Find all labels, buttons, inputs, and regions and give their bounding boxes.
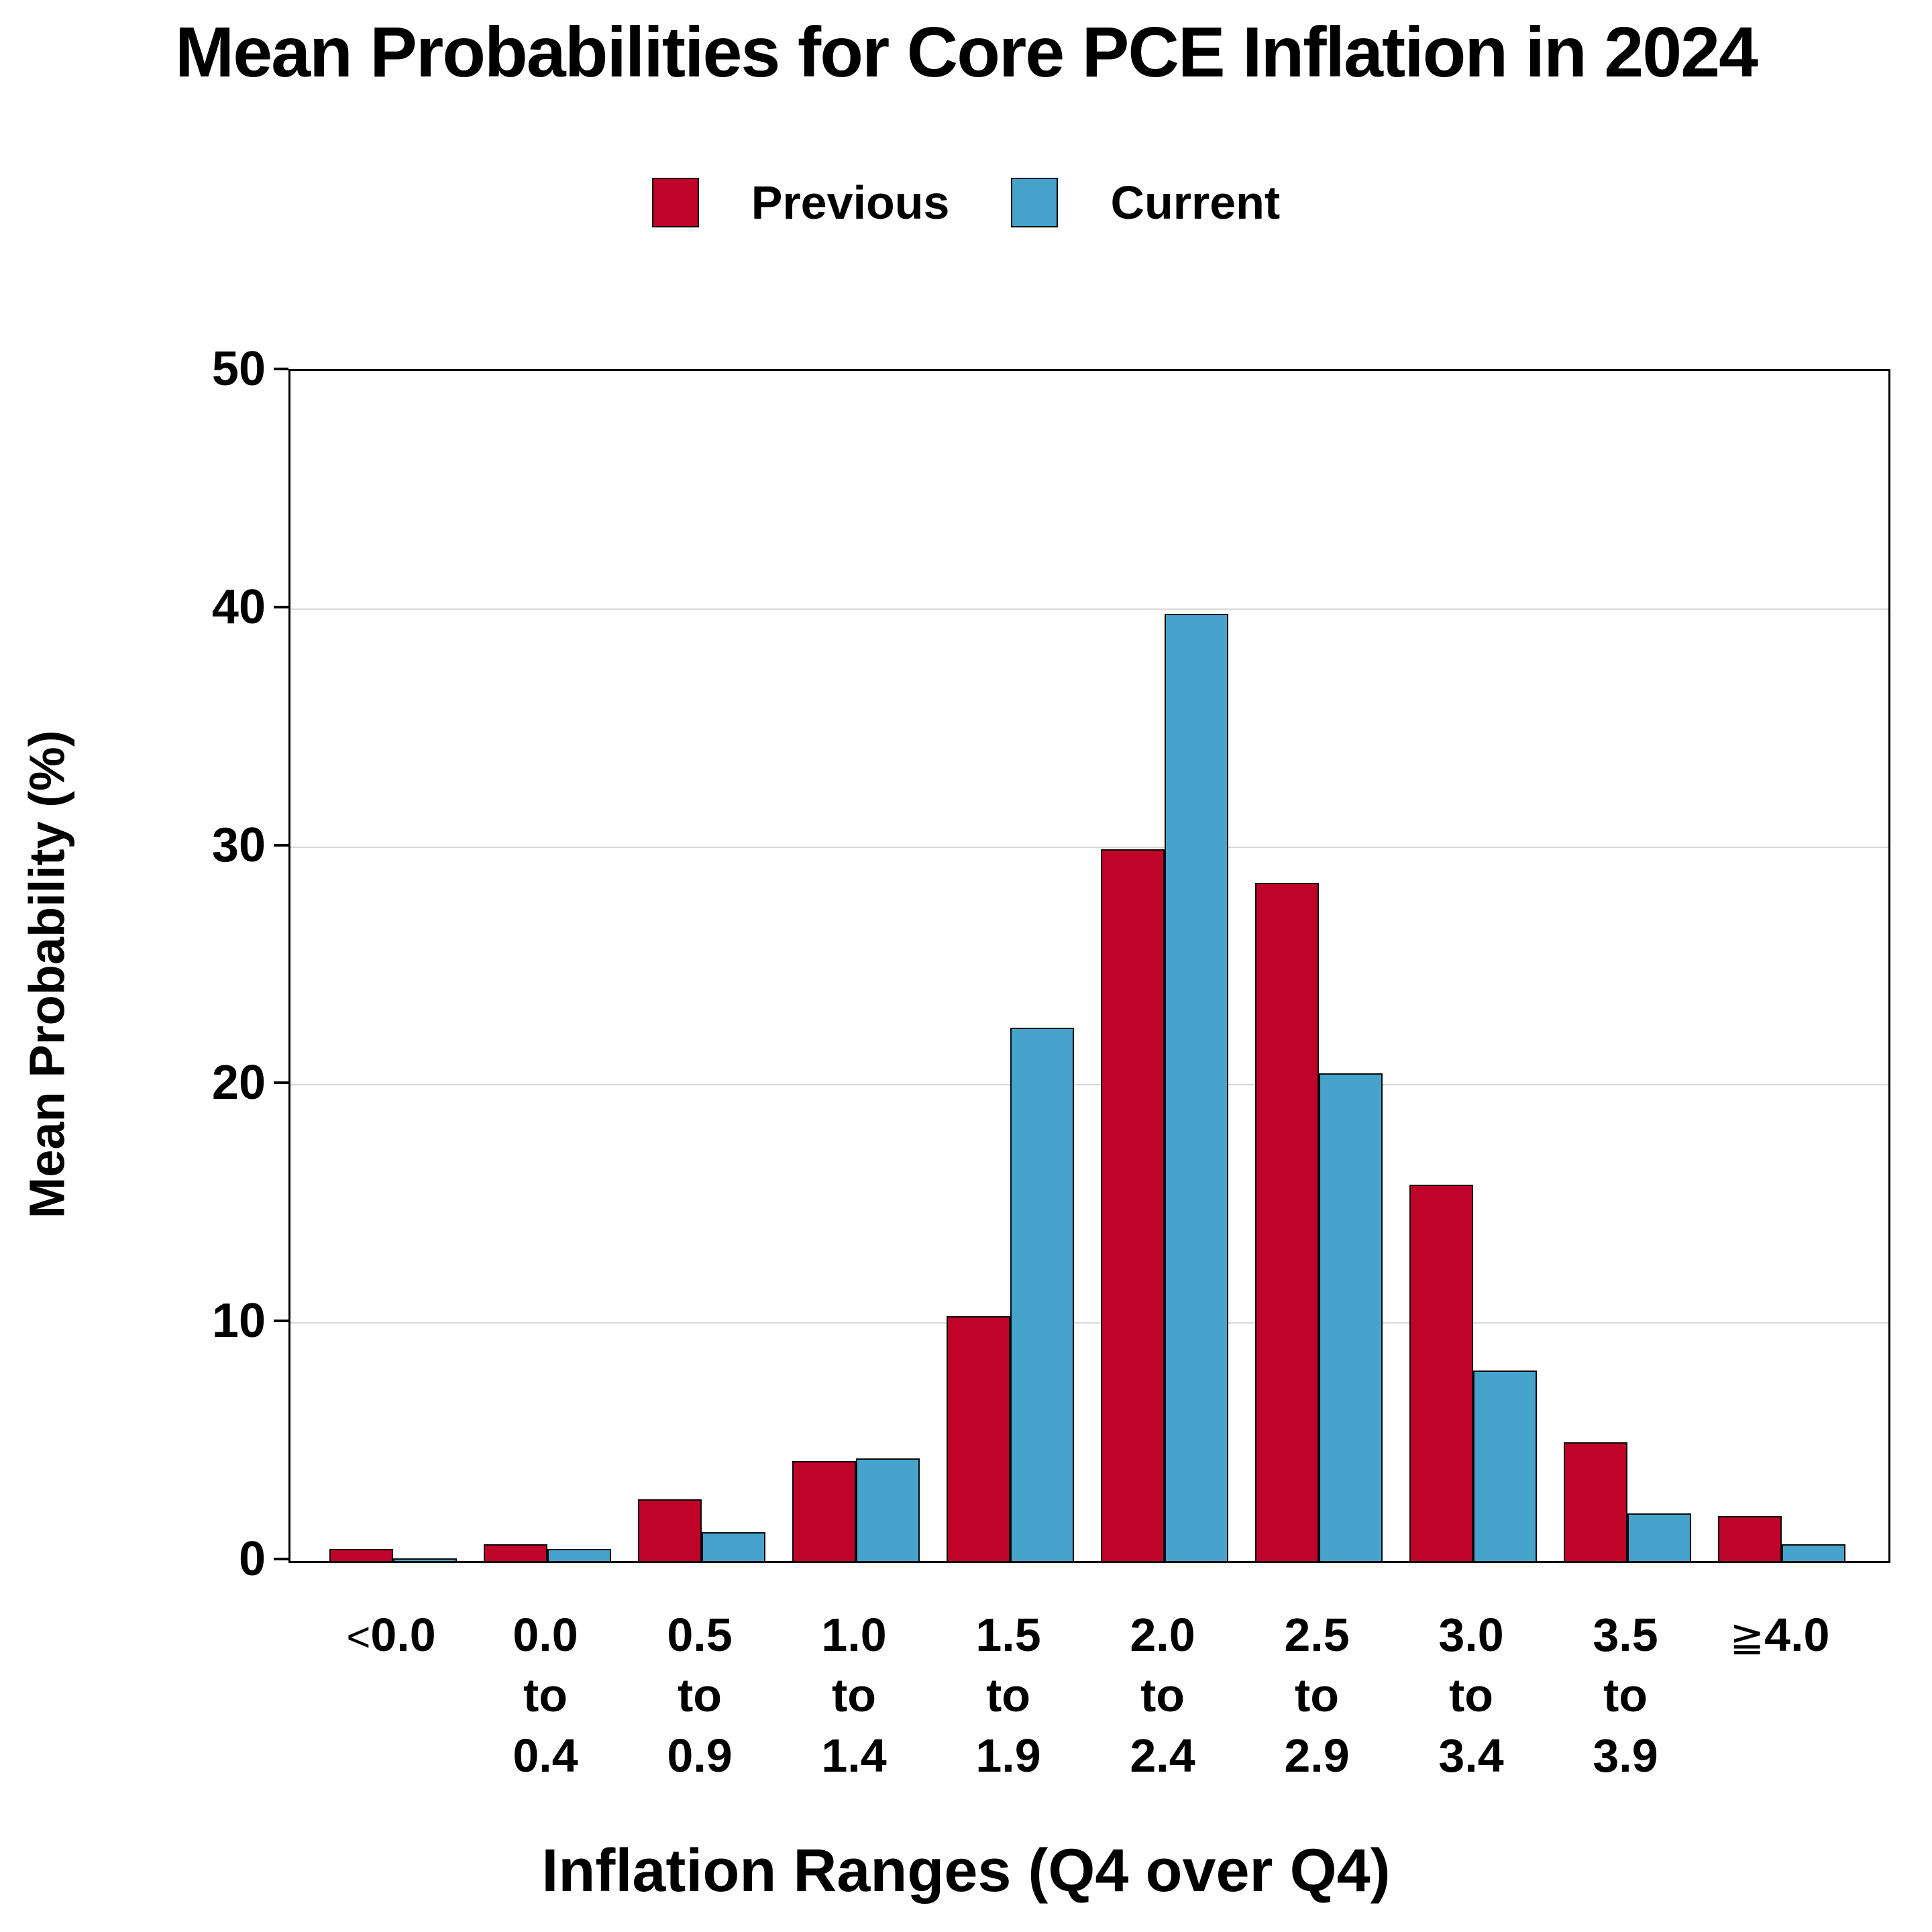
x-label-line: 3.0 [1438, 1609, 1504, 1661]
bar-group-1 [484, 371, 611, 1561]
gridline-30 [290, 846, 1888, 848]
x-label-line: to [1294, 1669, 1340, 1721]
bar-group-3 [792, 371, 920, 1561]
legend-swatch-current [1011, 178, 1059, 227]
bar-current-9 [1782, 1544, 1845, 1561]
bar-group-2 [638, 371, 765, 1561]
less-than-glyph: < [346, 1614, 371, 1660]
x-label-9: ≧4.0 [1703, 1605, 1857, 1668]
gridline-20 [290, 1084, 1888, 1086]
y-tick-label-30: 30 [211, 818, 266, 872]
bar-group-6 [1255, 371, 1383, 1561]
y-tick-40 [274, 605, 288, 608]
bar-previous-4 [947, 1316, 1010, 1561]
bar-previous-1 [484, 1544, 547, 1561]
x-axis-title: Inflation Ranges (Q4 over Q4) [541, 1837, 1391, 1904]
y-axis-title: Mean Probability (%) [19, 730, 75, 1219]
bar-previous-7 [1409, 1185, 1473, 1561]
x-label-8: 3.5 to 3.9 [1548, 1605, 1703, 1786]
x-label-line: 2.4 [1130, 1729, 1195, 1782]
x-label-5: 2.0 to 2.4 [1085, 1605, 1240, 1786]
x-label-line: to [677, 1669, 722, 1721]
bar-current-6 [1319, 1073, 1383, 1561]
y-tick-label-10: 10 [211, 1294, 266, 1348]
x-label-line: 0.9 [667, 1729, 733, 1782]
x-label-line: to [523, 1669, 568, 1721]
bar-previous-6 [1255, 882, 1319, 1561]
bar-group-0 [329, 371, 457, 1561]
bar-current-8 [1627, 1513, 1691, 1561]
x-label-3: 1.0 to 1.4 [777, 1605, 931, 1786]
legend-label-previous: Previous [751, 176, 950, 229]
gridline-10 [290, 1322, 1888, 1324]
x-label-line: 1.0 [821, 1609, 887, 1661]
bar-current-0 [393, 1558, 457, 1561]
bar-current-5 [1165, 613, 1228, 1561]
x-label-line: 0.5 [667, 1609, 733, 1661]
x-label-line: 1.9 [975, 1729, 1041, 1782]
x-label-line: 3.5 [1593, 1609, 1658, 1661]
x-label-7: 3.0 to 3.4 [1394, 1605, 1548, 1786]
bar-previous-0 [329, 1549, 393, 1561]
bar-current-4 [1010, 1028, 1074, 1561]
y-tick-0 [274, 1558, 288, 1560]
x-label-4: 1.5 to 1.9 [931, 1605, 1085, 1786]
greater-equal-glyph: ≧ [1729, 1614, 1765, 1660]
legend: Previous Current [0, 176, 1932, 229]
x-label-line: ≧4.0 [1729, 1609, 1830, 1661]
x-label-line: 2.9 [1284, 1729, 1350, 1782]
y-tick-label-20: 20 [211, 1056, 266, 1110]
bar-previous-3 [792, 1460, 856, 1561]
plot-area [288, 369, 1890, 1563]
x-label-line: 2.5 [1284, 1609, 1350, 1661]
x-label-1: 0.0 to 0.4 [468, 1605, 623, 1786]
y-tick-50 [274, 368, 288, 370]
bar-group-7 [1409, 371, 1537, 1561]
x-label-line: to [985, 1669, 1031, 1721]
x-label-line: 3.9 [1593, 1729, 1658, 1782]
bar-current-1 [547, 1549, 611, 1561]
bar-current-2 [702, 1532, 765, 1561]
bar-group-4 [947, 371, 1074, 1561]
x-label-6: 2.5 to 2.9 [1240, 1605, 1394, 1786]
y-tick-label-50: 50 [211, 342, 266, 396]
x-label-line: to [1603, 1669, 1648, 1721]
bar-current-3 [856, 1458, 920, 1561]
y-tick-10 [274, 1320, 288, 1323]
bar-previous-5 [1101, 849, 1165, 1561]
x-label-line: 2.0 [1130, 1609, 1195, 1661]
y-tick-20 [274, 1081, 288, 1085]
x-label-line: to [831, 1669, 877, 1721]
bar-current-7 [1473, 1371, 1537, 1561]
x-label-0: <0.0 [314, 1605, 468, 1668]
x-label-line: 3.4 [1438, 1729, 1504, 1782]
legend-item-current: Current [1011, 176, 1280, 229]
x-label-line: to [1448, 1669, 1494, 1721]
x-label-line: 1.5 [975, 1609, 1041, 1661]
gridline-40 [290, 608, 1888, 610]
y-tick-label-40: 40 [211, 580, 266, 634]
bar-previous-8 [1564, 1442, 1627, 1561]
x-label-line: 1.4 [821, 1729, 887, 1782]
x-label-2: 0.5 to 0.9 [623, 1605, 777, 1786]
chart-title: Mean Probabilities for Core PCE Inflatio… [174, 13, 1758, 92]
legend-item-previous: Previous [651, 176, 950, 229]
bar-group-5 [1101, 371, 1228, 1561]
y-tick-label-0: 0 [238, 1532, 266, 1586]
legend-swatch-previous [651, 178, 699, 227]
bar-previous-9 [1718, 1515, 1782, 1561]
x-label-line: to [1140, 1669, 1185, 1721]
bar-group-8 [1564, 371, 1691, 1561]
x-label-line: 0.4 [513, 1729, 578, 1782]
bar-previous-2 [638, 1499, 702, 1561]
bar-group-9 [1718, 371, 1845, 1561]
legend-label-current: Current [1110, 176, 1281, 229]
x-label-line: <0.0 [346, 1609, 436, 1661]
x-label-line: 0.0 [513, 1609, 578, 1661]
y-tick-30 [274, 843, 288, 847]
